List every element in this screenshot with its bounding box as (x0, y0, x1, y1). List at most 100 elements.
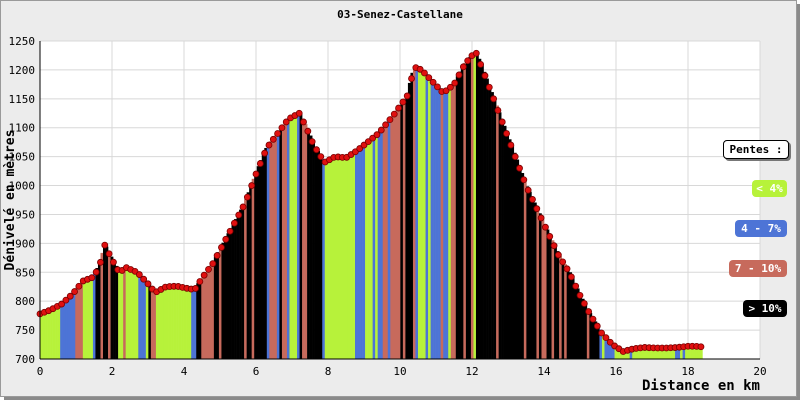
profile-point (459, 63, 467, 71)
slope-bar (607, 338, 610, 359)
legend-item-lt4: < 4% (752, 180, 787, 197)
profile-point (602, 334, 610, 342)
slope-bar (554, 245, 557, 359)
profile-point (416, 65, 424, 73)
profile-point (226, 227, 234, 235)
slope-bar (178, 286, 182, 359)
slope-bar (659, 348, 663, 359)
slope-bar (667, 347, 671, 359)
slope-bar (229, 228, 232, 359)
slope-bar (297, 113, 300, 359)
y-tick-label: 1150 (9, 93, 36, 106)
slope-bar (256, 166, 260, 359)
slope-bar (47, 310, 51, 359)
slope-bar (168, 286, 172, 359)
slope-bar (75, 287, 79, 359)
slope-bar (135, 271, 139, 359)
profile-point (481, 72, 489, 80)
profile-point (434, 83, 441, 91)
slope-bar (601, 333, 605, 359)
profile-point (593, 322, 601, 330)
slope-bar (67, 296, 71, 359)
profile-point (537, 214, 545, 222)
profile-point (222, 235, 230, 243)
slope-bar (327, 159, 331, 359)
slope-bar (672, 347, 676, 359)
profile-point (408, 75, 415, 82)
legend-item-gt10: > 10% (743, 300, 787, 317)
slope-bar (521, 173, 525, 359)
slope-bar (108, 251, 111, 359)
x-tick-label: 14 (537, 365, 551, 378)
axes (39, 41, 760, 360)
slope-bar (309, 135, 313, 359)
profile-point (524, 186, 532, 194)
profile-point (200, 271, 208, 279)
y-tick-label: 1200 (9, 64, 36, 77)
profile-point (498, 118, 506, 126)
x-tick-label: 20 (753, 365, 766, 378)
slope-bar (360, 146, 363, 359)
slope-bar (40, 312, 43, 359)
slope-bar (400, 101, 404, 360)
slope-bar (236, 214, 240, 359)
profile-point (382, 121, 390, 129)
slope-bar (528, 191, 532, 359)
profile-point (520, 176, 528, 184)
slope-bar (664, 347, 668, 359)
slope-bar (561, 260, 565, 359)
slope-bar (223, 237, 227, 359)
slope-bar (191, 289, 195, 359)
slope-bar (619, 349, 623, 359)
slope-bar (344, 156, 348, 359)
y-tick-label: 900 (15, 237, 35, 250)
slope-bar (486, 78, 489, 359)
slope-bar (206, 268, 210, 359)
profile-point (308, 138, 316, 146)
slope-bar (420, 69, 424, 359)
slope-bar (95, 267, 99, 359)
profile-point (239, 203, 247, 211)
slope-bar (639, 347, 643, 359)
slope-bar (488, 85, 492, 359)
profile-point (429, 78, 437, 86)
x-tick-labels: 0 2 4 6 8 10 12 14 16 18 20 (37, 365, 767, 378)
profile-point (313, 146, 320, 154)
slope-bar (465, 59, 469, 360)
slope-bar (654, 347, 658, 359)
x-tick-label: 2 (109, 365, 116, 378)
y-tick-label: 1050 (9, 151, 36, 164)
slope-bar (533, 202, 537, 359)
profile-point (92, 268, 100, 276)
slope-bar (574, 283, 578, 359)
slope-bar (483, 71, 487, 359)
slope-bar (105, 246, 109, 359)
slope-bar (158, 289, 162, 359)
slope-bar (390, 116, 394, 359)
slope-bar (453, 80, 457, 359)
slope-bar (382, 125, 386, 360)
slope-bar (171, 286, 174, 359)
slope-bar (130, 269, 134, 359)
slope-bar (468, 56, 472, 359)
profile-point (209, 260, 217, 268)
profile-point (386, 116, 394, 124)
slope-bar (349, 153, 353, 359)
slope-bar (118, 270, 121, 359)
slope-bar (145, 281, 149, 359)
slope-bar (423, 71, 426, 359)
slope-bar (455, 76, 459, 359)
profile-point (304, 127, 312, 135)
slope-bar (239, 209, 242, 359)
profile-point (261, 149, 269, 157)
x-tick-label: 18 (681, 365, 694, 378)
slope-bar (357, 148, 361, 359)
slope-bar (352, 152, 356, 359)
slope-bar (57, 304, 61, 359)
slope-bar (501, 119, 504, 360)
slope-bar (244, 199, 247, 359)
slope-bar (163, 286, 167, 359)
profile-point (66, 292, 74, 300)
y-tick-label: 850 (15, 266, 35, 279)
